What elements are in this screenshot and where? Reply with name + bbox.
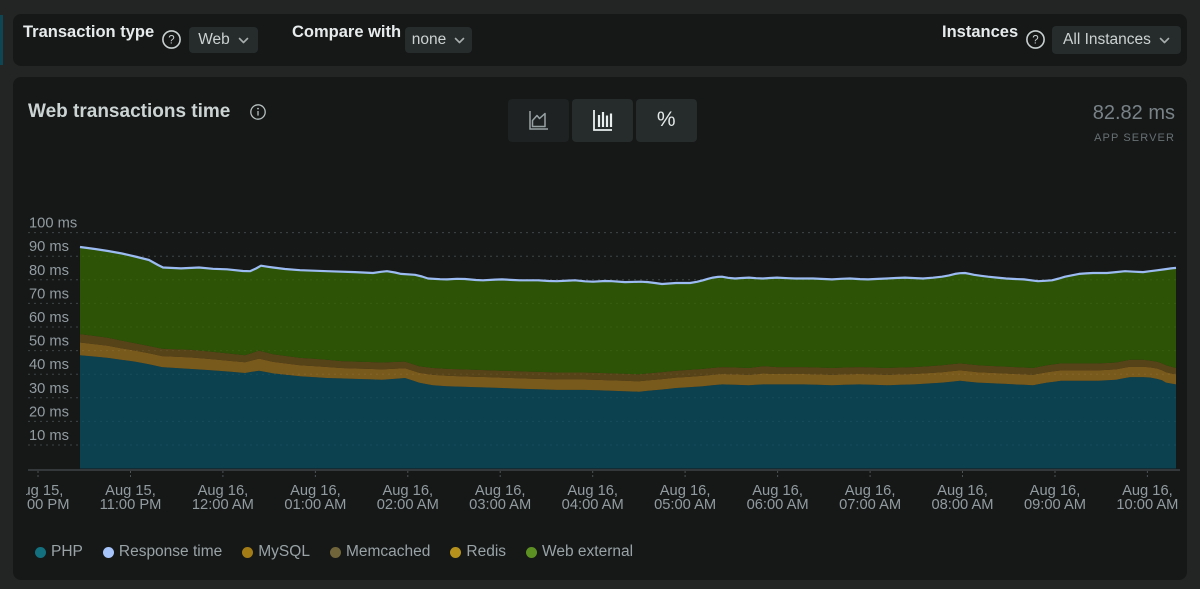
svg-text:09:00 AM: 09:00 AM — [1024, 497, 1086, 513]
svg-text:80 ms: 80 ms — [29, 263, 69, 279]
svg-text:10 ms: 10 ms — [29, 428, 69, 444]
svg-text:?: ? — [1032, 35, 1038, 47]
svg-text:?: ? — [168, 35, 174, 47]
svg-text:50 ms: 50 ms — [29, 334, 69, 350]
svg-text:01:00 AM: 01:00 AM — [284, 497, 346, 513]
svg-text:08:00 AM: 08:00 AM — [931, 497, 993, 513]
svg-text:07:00 AM: 07:00 AM — [839, 497, 901, 513]
svg-text:60 ms: 60 ms — [29, 310, 69, 326]
svg-text:Aug 16,: Aug 16, — [1030, 483, 1081, 499]
svg-text:Aug 15,: Aug 15, — [105, 483, 156, 499]
svg-text:Aug 16,: Aug 16, — [937, 483, 988, 499]
svg-text:Aug 16,: Aug 16, — [382, 483, 433, 499]
svg-text:Aug 16,: Aug 16, — [752, 483, 803, 499]
svg-text:Aug 16,: Aug 16, — [1122, 483, 1173, 499]
svg-text:Aug 16,: Aug 16, — [290, 483, 341, 499]
svg-text:06:00 AM: 06:00 AM — [747, 497, 809, 513]
svg-text:10:00 PM: 10:00 PM — [26, 497, 69, 513]
svg-text:90 ms: 90 ms — [29, 239, 69, 255]
svg-text:11:00 PM: 11:00 PM — [100, 497, 162, 513]
svg-text:70 ms: 70 ms — [29, 286, 69, 302]
svg-text:02:00 AM: 02:00 AM — [377, 497, 439, 513]
svg-text:100 ms: 100 ms — [29, 216, 77, 232]
svg-text:20 ms: 20 ms — [29, 404, 69, 420]
svg-text:Aug 16,: Aug 16, — [845, 483, 896, 499]
svg-text:10:00 AM: 10:00 AM — [1116, 497, 1178, 513]
svg-text:Aug 15,: Aug 15, — [26, 483, 63, 499]
svg-text:30 ms: 30 ms — [29, 381, 69, 397]
svg-text:Aug 16,: Aug 16, — [198, 483, 249, 499]
svg-text:Aug 16,: Aug 16, — [475, 483, 526, 499]
svg-text:12:00 AM: 12:00 AM — [192, 497, 254, 513]
svg-text:05:00 AM: 05:00 AM — [654, 497, 716, 513]
svg-text:40 ms: 40 ms — [29, 357, 69, 373]
svg-text:Aug 16,: Aug 16, — [660, 483, 711, 499]
svg-text:03:00 AM: 03:00 AM — [469, 497, 531, 513]
svg-text:Aug 16,: Aug 16, — [567, 483, 618, 499]
svg-text:04:00 AM: 04:00 AM — [562, 497, 624, 513]
